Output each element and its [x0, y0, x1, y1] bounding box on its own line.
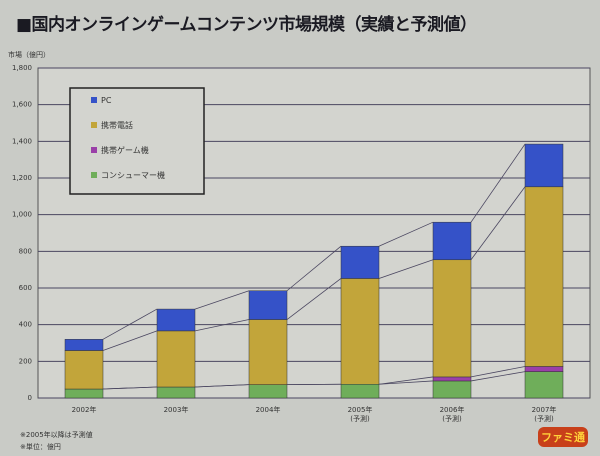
legend-label: PC — [101, 96, 112, 105]
legend-label: コンシューマー機 — [101, 170, 165, 180]
bar-segment — [248, 384, 288, 399]
bar-segment — [340, 278, 380, 385]
bar-segment — [524, 371, 564, 399]
bar-segment — [524, 366, 564, 372]
footnote-1: ※2005年以降は予測値 — [20, 431, 93, 439]
series-connector-line — [286, 245, 342, 292]
footnote-2: ※単位：億円 — [20, 443, 61, 451]
y-tick-label: 400 — [19, 321, 32, 329]
legend-swatch — [91, 147, 97, 153]
y-tick-label: 200 — [19, 357, 32, 365]
bar-segment — [248, 290, 288, 320]
legend-label: 携帯電話 — [101, 120, 133, 130]
x-tick-label: 2002年 — [72, 405, 97, 414]
bar-segment — [156, 308, 196, 332]
bar-segment — [64, 339, 104, 351]
bar-segment — [64, 350, 104, 390]
x-tick-label: 2007年 — [532, 405, 557, 414]
y-tick-label: 1,600 — [12, 101, 32, 109]
series-connector-line — [378, 259, 434, 279]
bar-segment — [432, 376, 472, 382]
series-connector-line — [102, 330, 158, 351]
bar-segment — [432, 259, 472, 378]
legend-label: 携帯ゲーム機 — [101, 145, 149, 155]
series-connector-line — [102, 386, 158, 390]
x-tick-label: 2003年 — [164, 405, 189, 414]
bar-segment — [248, 319, 288, 385]
famitsu-logo: ファミ通 — [538, 427, 588, 447]
series-connector-line — [470, 366, 526, 378]
series-connector-line — [470, 143, 526, 223]
x-tick-label: 2005年 — [348, 405, 373, 414]
x-tick-label: (予測) — [534, 414, 554, 423]
series-connector-line — [102, 308, 158, 340]
bar-segment — [432, 221, 472, 261]
series-connector-line — [378, 376, 434, 385]
x-tick-label: 2006年 — [440, 405, 465, 414]
series-connector-line — [194, 319, 250, 332]
y-tick-label: 1,800 — [12, 64, 32, 72]
y-tick-label: 600 — [19, 284, 32, 292]
bar-segment — [340, 384, 380, 399]
bar-segment — [340, 245, 380, 279]
series-connector-line — [378, 380, 434, 385]
bar-segment — [432, 380, 472, 399]
series-connector-line — [194, 384, 250, 388]
series-connector-line — [470, 186, 526, 261]
y-tick-label: 1,200 — [12, 174, 32, 182]
series-connector-line — [378, 221, 434, 247]
page-title: ■国内オンラインゲームコンテンツ市場規模（実績と予測値） — [16, 15, 477, 35]
series-connector-line — [286, 278, 342, 320]
bar-segment — [156, 386, 196, 399]
y-axis-label: 市場（億円） — [8, 51, 50, 59]
bar-segment — [64, 388, 104, 399]
legend-swatch — [91, 97, 97, 103]
bar-segment — [156, 330, 196, 388]
series-connector-line — [470, 371, 526, 382]
x-tick-label: (予測) — [350, 414, 370, 423]
y-tick-label: 1,400 — [12, 137, 32, 145]
bar-segment — [524, 186, 564, 367]
bar-segment — [524, 143, 564, 188]
series-connector-line — [194, 290, 250, 310]
x-tick-label: (予測) — [442, 414, 462, 423]
y-tick-label: 0 — [28, 394, 32, 402]
legend-swatch — [91, 122, 97, 128]
legend-swatch — [91, 172, 97, 178]
y-tick-label: 1,000 — [12, 211, 32, 219]
x-tick-label: 2004年 — [256, 405, 281, 414]
y-tick-label: 800 — [19, 247, 32, 255]
